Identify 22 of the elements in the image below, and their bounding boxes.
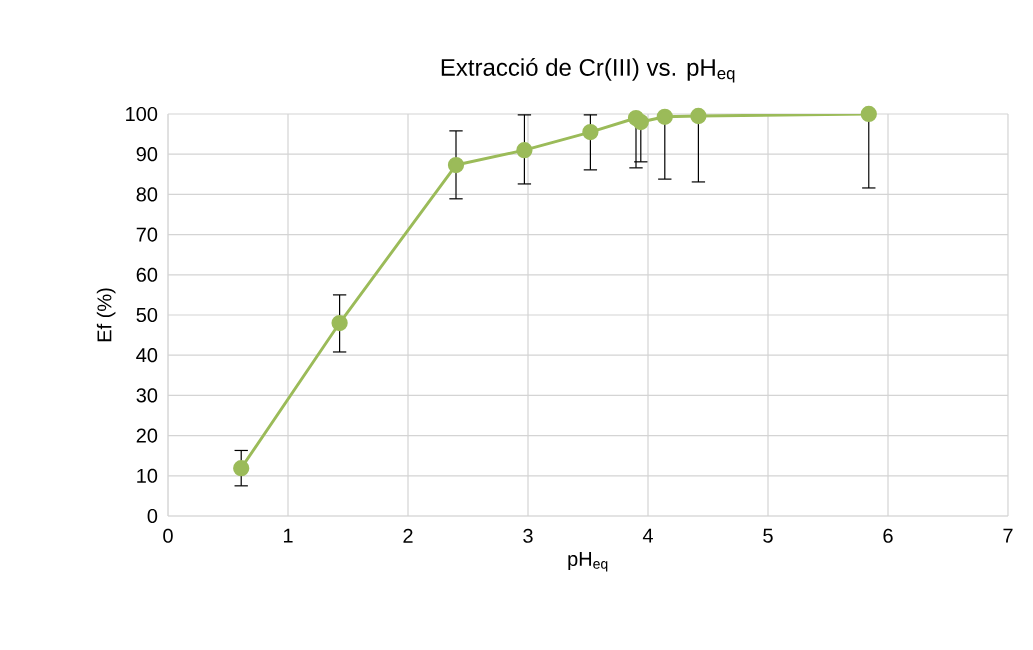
x-tick-label: 0 [163, 528, 173, 543]
x-tick-label: 5 [763, 528, 773, 543]
x-tick-label: 7 [1003, 528, 1013, 543]
x-tick-label: 6 [883, 528, 893, 543]
x-tick-label: 3 [523, 528, 533, 543]
y-tick-label: 0 [147, 508, 158, 524]
x-tick-label: 2 [403, 528, 413, 543]
y-axis-title: Ef (%) [96, 288, 116, 342]
y-tick-label: 70 [136, 227, 158, 242]
y-tick-label: 50 [136, 307, 158, 323]
x-tick-label: 4 [642, 528, 653, 543]
y-tick-label: 40 [136, 348, 158, 363]
y-tick-label: 10 [137, 468, 158, 483]
y-tick-label: 90 [136, 147, 158, 162]
y-tick-label: 100 [126, 106, 158, 122]
y-tick-label: 30 [136, 388, 158, 403]
x-tick-label: 1 [283, 528, 293, 543]
y-tick-label: 20 [136, 428, 158, 443]
y-tick-label: 80 [136, 187, 158, 202]
y-tick-label: 60 [136, 267, 158, 282]
x-axis-title: pH$_{eq}$ [568, 552, 608, 572]
chart-title: Extracció de Cr(III) vs. pH$_{eq}$ [441, 58, 735, 83]
